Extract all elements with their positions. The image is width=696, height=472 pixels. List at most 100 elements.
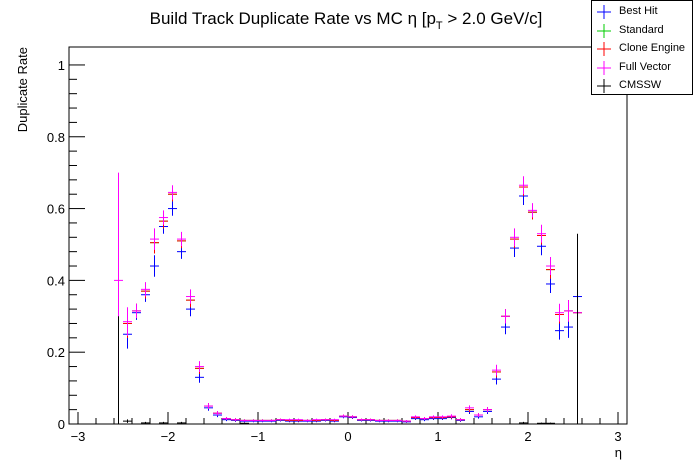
data-point	[528, 203, 537, 218]
data-point	[231, 418, 240, 422]
data-point	[258, 419, 267, 422]
data-point	[285, 418, 294, 421]
data-point	[249, 419, 258, 422]
data-point	[150, 228, 159, 250]
data-point	[330, 418, 339, 421]
data-point	[168, 201, 177, 216]
data-point	[186, 289, 195, 304]
data-point	[222, 417, 231, 421]
data-point	[312, 418, 321, 421]
data-point	[519, 176, 528, 195]
data-point	[123, 419, 132, 423]
data-point	[132, 303, 141, 319]
data-point	[510, 228, 519, 247]
data-point	[483, 407, 492, 413]
data-marks	[114, 172, 582, 425]
data-point	[177, 231, 186, 247]
data-point	[411, 415, 420, 419]
data-point	[474, 413, 483, 417]
data-point	[204, 403, 213, 409]
data-point	[159, 421, 168, 424]
legend-label: CMSSW	[619, 79, 662, 92]
x-tick-label: 2	[524, 429, 531, 444]
legend-marker	[597, 42, 611, 57]
data-point	[141, 282, 150, 297]
legend-label: Best Hit	[619, 5, 658, 17]
data-point	[564, 300, 573, 322]
y-tick-label: 0.2	[47, 345, 65, 360]
data-point	[546, 422, 555, 424]
data-point	[177, 421, 186, 424]
data-point	[429, 415, 438, 419]
legend-marker	[597, 23, 611, 38]
legend-entry: Clone Engine	[592, 39, 692, 58]
x-axis: −3 −2 −1 0 1 2 3	[71, 412, 622, 444]
data-point	[519, 421, 528, 424]
y-tick-label: 1	[58, 58, 65, 73]
data-point	[375, 419, 384, 422]
data-point	[465, 405, 474, 411]
data-point	[555, 321, 564, 340]
data-point	[294, 418, 303, 421]
x-tick-label: −2	[161, 429, 176, 444]
data-point	[501, 309, 510, 324]
data-point	[420, 417, 429, 421]
data-point	[195, 361, 204, 372]
data-point	[303, 419, 312, 422]
data-point	[402, 420, 411, 423]
legend-entry: CMSSW	[592, 76, 692, 95]
data-point	[240, 422, 249, 424]
legend-label: Standard	[619, 23, 664, 36]
data-point	[348, 415, 357, 419]
legend-marker	[597, 79, 611, 94]
data-point	[546, 257, 555, 275]
legend-entry: Full Vector	[592, 58, 692, 77]
series-full-vector	[114, 172, 582, 423]
data-point	[438, 415, 447, 419]
legend: Best Hit Standard Clone Engine Full Vector C…	[591, 0, 693, 95]
data-point	[492, 364, 501, 376]
data-point	[555, 303, 564, 322]
data-point	[321, 418, 330, 421]
data-point	[168, 185, 177, 200]
data-point	[393, 419, 402, 422]
x-axis-label: η	[615, 445, 622, 460]
legend-entry: Standard	[592, 21, 692, 40]
data-point	[276, 418, 285, 421]
y-tick-label: 0.6	[47, 202, 65, 217]
data-point	[123, 307, 132, 337]
data-point	[339, 414, 348, 418]
data-point	[159, 210, 168, 225]
x-tick-label: −3	[71, 429, 86, 444]
data-point	[384, 419, 393, 422]
data-point	[456, 418, 465, 422]
series-cmssw	[114, 233, 582, 425]
legend-marker	[597, 5, 611, 19]
y-tick-label: 0.8	[47, 130, 65, 145]
data-point	[537, 224, 546, 243]
y-axis: 0 0.2 0.4 0.6 0.8 1	[47, 58, 85, 432]
data-point	[267, 419, 276, 422]
x-tick-label: 1	[434, 429, 441, 444]
x-tick-label: 0	[344, 429, 351, 444]
data-point	[366, 418, 375, 421]
y-tick-label: 0.4	[47, 273, 65, 288]
data-point	[213, 411, 222, 416]
data-point	[150, 255, 159, 277]
x-tick-label: 3	[614, 429, 621, 444]
series-best-hit	[123, 187, 582, 423]
legend-label: Clone Engine	[619, 42, 686, 55]
data-point	[357, 418, 366, 421]
legend-label: Full Vector	[619, 60, 671, 73]
data-point	[141, 421, 150, 424]
series-clone-engine	[123, 178, 582, 423]
chart-title: Build Track Duplicate Rate vs MC η [pT >…	[150, 9, 543, 32]
legend-marker	[597, 60, 611, 75]
y-tick-label: 0	[58, 417, 65, 432]
data-point	[447, 414, 456, 418]
y-axis-label: Duplicate Rate	[15, 47, 30, 132]
data-point	[240, 419, 249, 422]
legend-entry: Best Hit	[592, 2, 692, 21]
data-point	[537, 422, 546, 424]
